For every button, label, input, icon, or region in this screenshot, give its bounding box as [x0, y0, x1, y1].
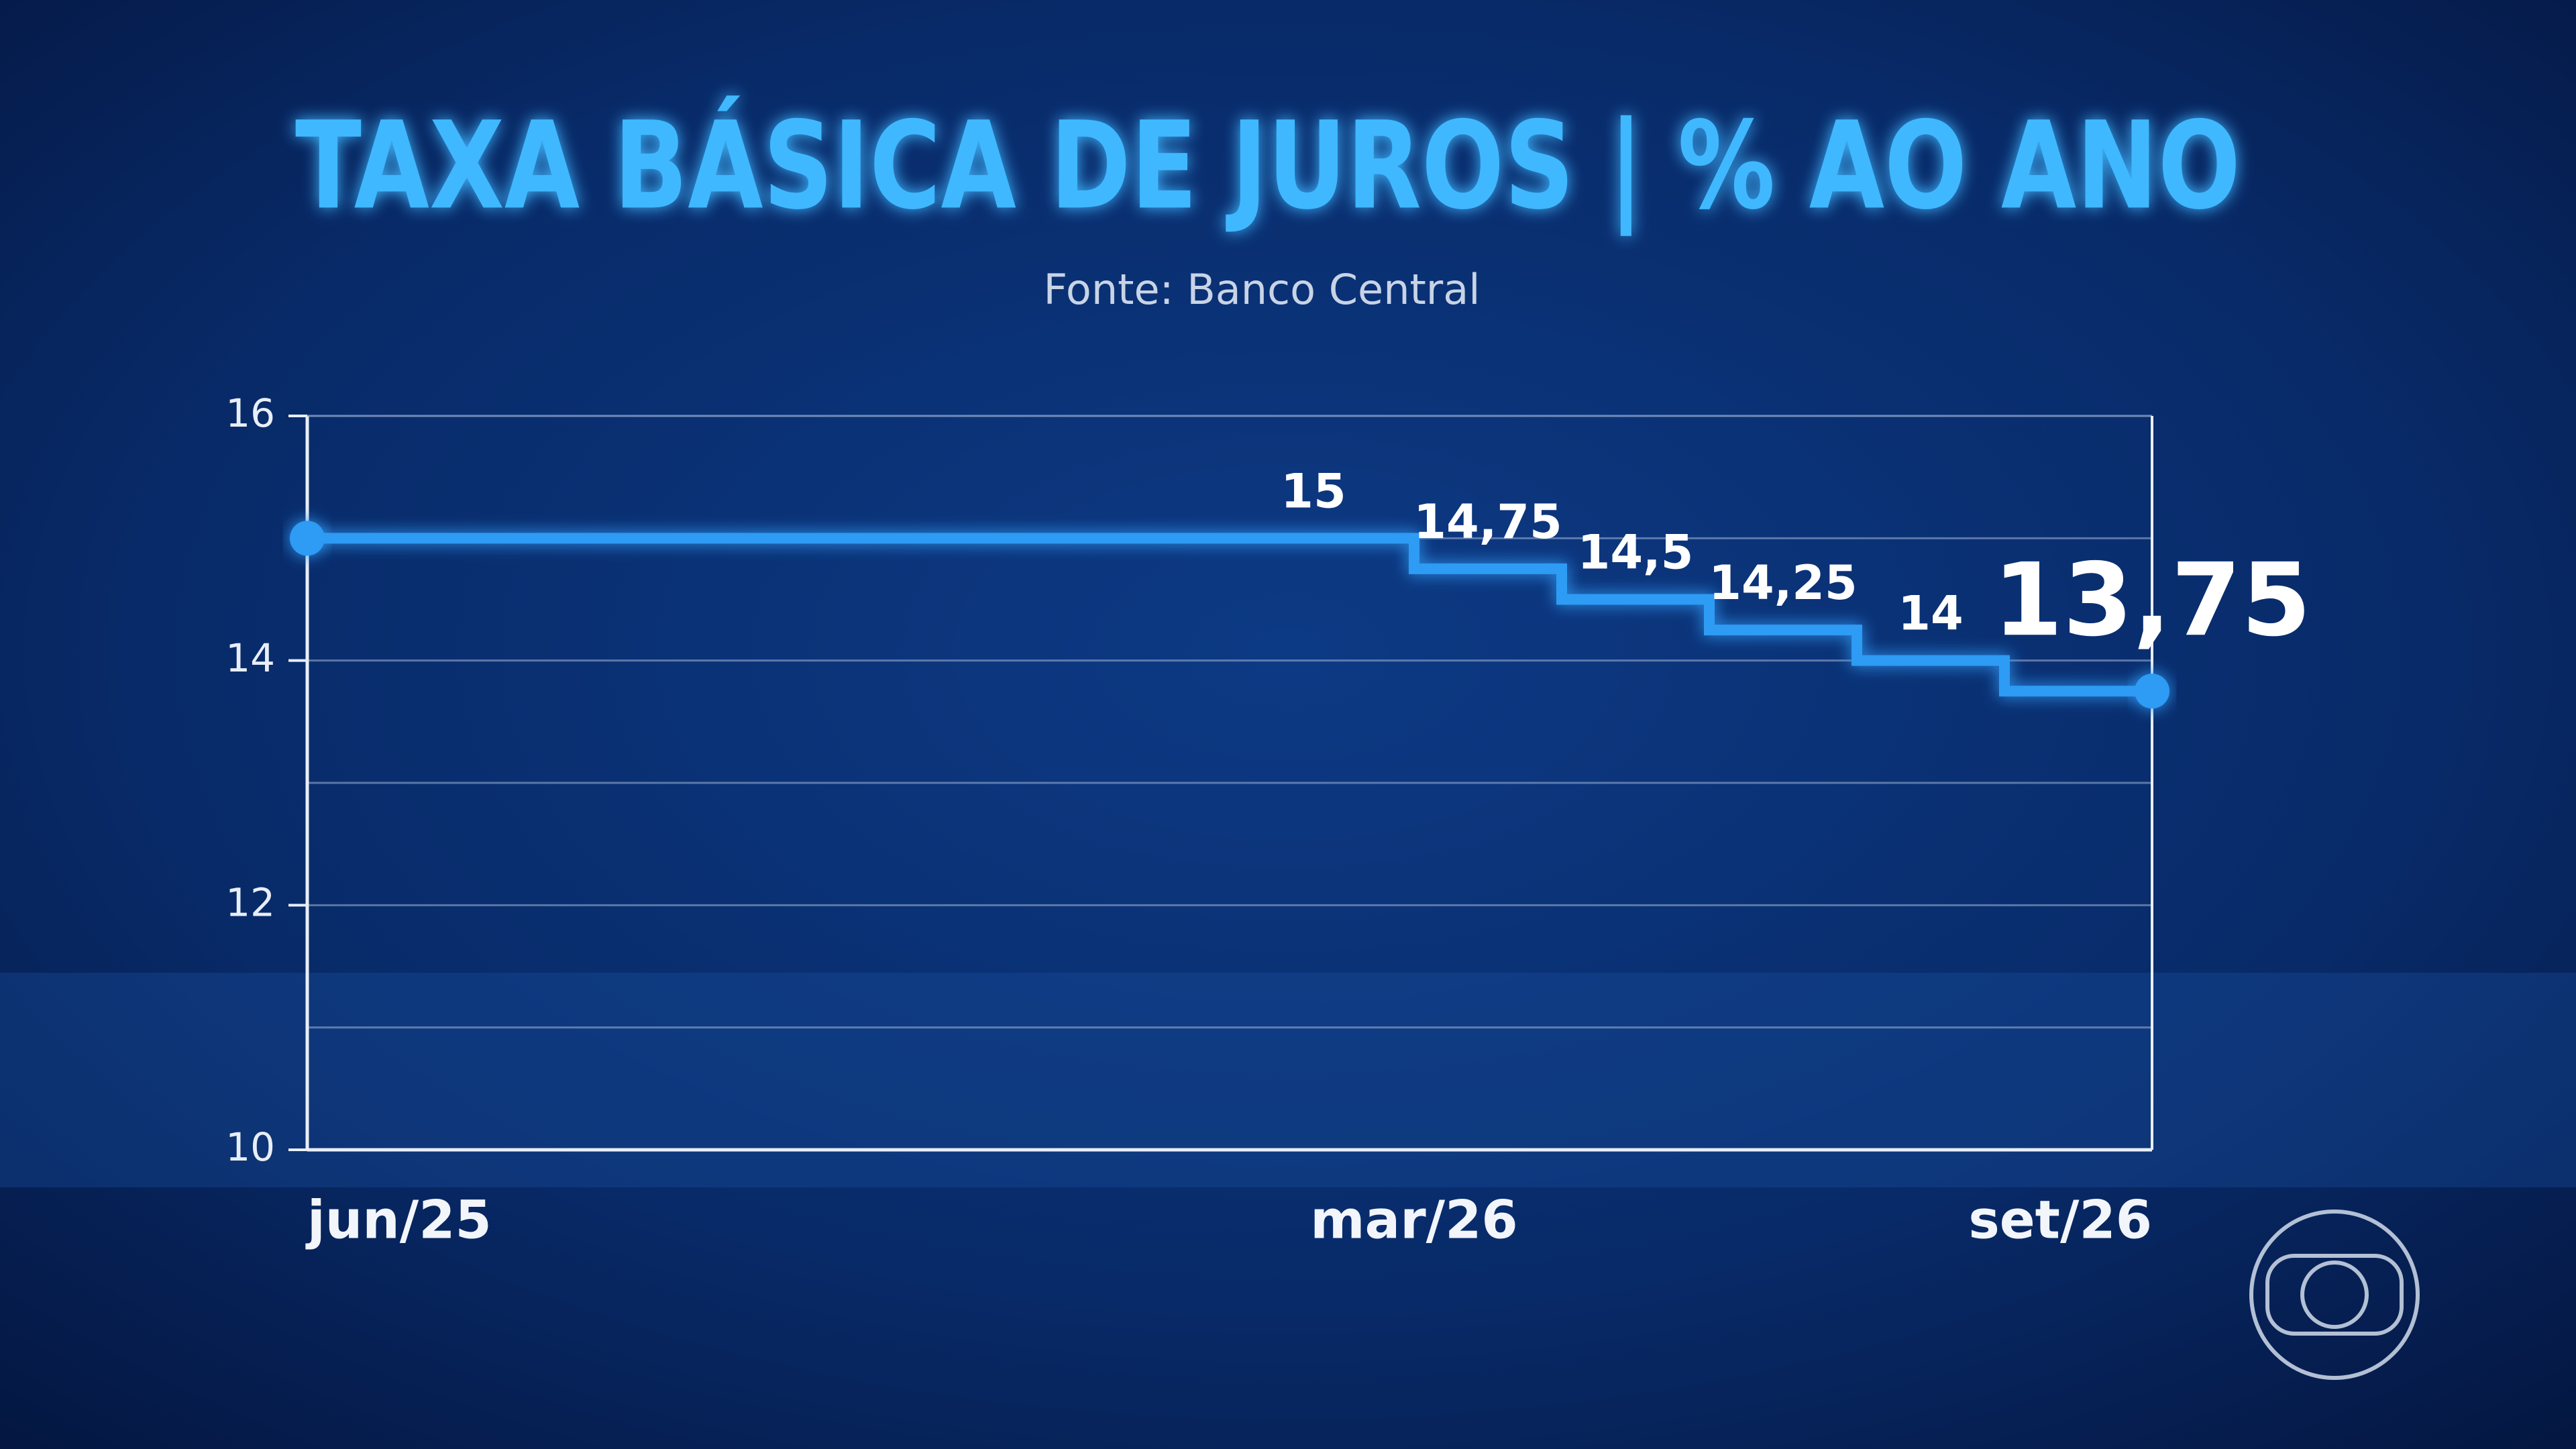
value-label: 14,75	[1413, 494, 1562, 549]
logo	[2249, 1210, 2420, 1380]
end-dot	[2135, 674, 2169, 709]
y-tick-label: 12	[225, 879, 275, 925]
floor-glow	[0, 973, 2576, 1187]
y-tick-label: 16	[225, 390, 275, 436]
highlight-label: 13,75	[1993, 542, 2311, 659]
y-tick-label: 14	[225, 635, 275, 681]
value-label: 14,25	[1709, 555, 1857, 610]
x-tick-label: jun/25	[305, 1190, 492, 1250]
value-label: 15	[1281, 464, 1346, 519]
plot-area: 10 12 14 16 jun/25 mar/26 set/26 15 14,75 14,5 14,…	[225, 390, 2311, 1250]
value-label: 14,5	[1578, 525, 1694, 580]
y-tick-label: 10	[225, 1124, 275, 1170]
step-line	[307, 533, 2152, 697]
x-tick-label: mar/26	[1310, 1190, 1517, 1250]
chart-subtitle: Fonte: Banco Central	[1043, 265, 1480, 314]
start-dot	[290, 521, 325, 556]
value-label: 14	[1898, 586, 1963, 641]
x-tick-label: set/26	[1968, 1190, 2152, 1250]
chart-title: TAXA BÁSICA DE JUROS | % AO ANO	[295, 95, 2241, 236]
